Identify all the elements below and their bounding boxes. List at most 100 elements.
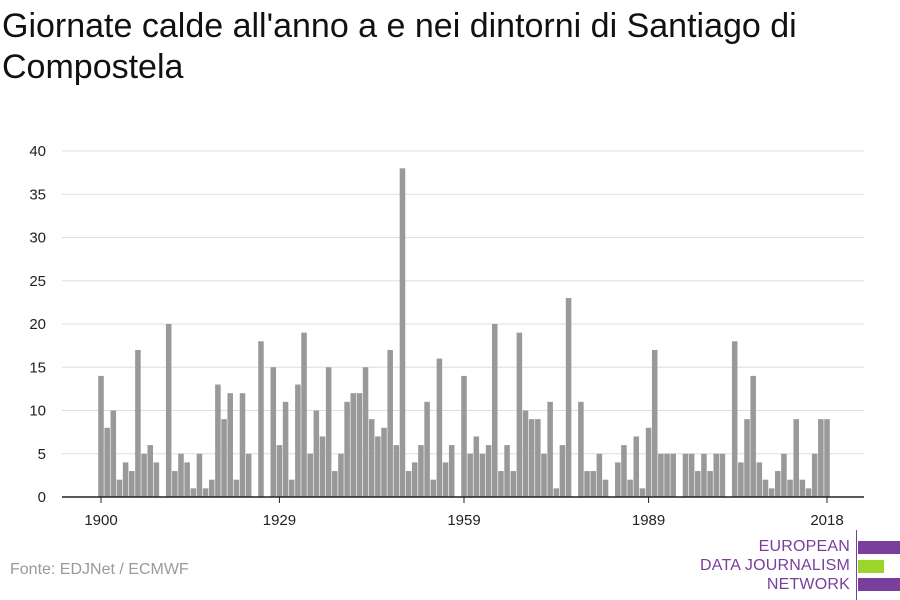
x-tick-label: 1929 <box>263 512 296 529</box>
bar-1962 <box>479 453 486 497</box>
bar-1948 <box>393 445 400 497</box>
bar-1964 <box>491 324 498 497</box>
bar-1939 <box>338 453 344 497</box>
bar-1996 <box>688 453 695 497</box>
bar-1937 <box>325 367 332 497</box>
bar-1940 <box>344 401 350 497</box>
bar-1932 <box>295 384 301 497</box>
y-tick-label: 30 <box>29 230 46 247</box>
bar-1950 <box>405 471 412 497</box>
bar-2012 <box>787 479 793 497</box>
bar-1965 <box>498 471 504 497</box>
bar-2000 <box>713 453 720 497</box>
bar-1969 <box>522 410 529 497</box>
gridlines <box>62 150 864 455</box>
bar-2010 <box>775 471 781 497</box>
logo-bar-purple-top <box>858 541 900 554</box>
bar-1949 <box>399 168 406 498</box>
bar-1905 <box>128 471 135 497</box>
bar-1998 <box>701 453 707 497</box>
bar-1987 <box>633 436 640 497</box>
y-tick-label: 5 <box>38 446 46 463</box>
bar-1986 <box>627 479 633 497</box>
bar-1976 <box>565 298 572 497</box>
bar-1933 <box>301 332 307 497</box>
bar-1941 <box>350 393 357 497</box>
bar-1908 <box>147 445 153 497</box>
bar-1938 <box>332 471 338 497</box>
bar-1914 <box>184 462 190 497</box>
bar-1960 <box>467 453 473 497</box>
bar-1935 <box>313 410 320 497</box>
bar-1943 <box>362 367 369 497</box>
bar-1916 <box>196 453 203 497</box>
bar-1978 <box>578 401 584 497</box>
y-tick-label: 20 <box>29 316 46 333</box>
y-tick-label: 15 <box>29 359 46 376</box>
bar-1913 <box>178 453 184 497</box>
bar-1918 <box>208 479 215 497</box>
bar-2011 <box>781 453 787 497</box>
y-tick-label: 40 <box>29 143 46 160</box>
x-tick-label: 1959 <box>447 512 480 529</box>
bar-1990 <box>651 349 658 497</box>
bar-2005 <box>744 419 750 497</box>
bar-1934 <box>307 453 313 497</box>
bar-1970 <box>528 419 535 497</box>
bar-1903 <box>116 479 123 497</box>
bar-1922 <box>233 479 240 497</box>
y-tick-label: 10 <box>29 403 46 420</box>
source-note: Fonte: EDJNet / ECMWF <box>10 561 189 578</box>
bar-1979 <box>584 471 590 497</box>
bar-1974 <box>553 488 560 497</box>
bar-2009 <box>768 488 775 497</box>
bar-1959 <box>461 375 467 497</box>
bar-2006 <box>750 375 756 497</box>
bar-1993 <box>670 453 676 497</box>
bar-1917 <box>202 488 209 497</box>
bar-1936 <box>319 436 326 497</box>
bar-1926 <box>258 341 264 497</box>
bar-1961 <box>473 436 480 497</box>
bar-2015 <box>805 488 812 497</box>
logo-bar-green <box>858 560 884 573</box>
bar-1966 <box>504 445 510 497</box>
bar-1909 <box>153 462 160 497</box>
bar-2001 <box>719 453 726 497</box>
chart-title: Giornate calde all'anno a e nei dintorni… <box>2 7 797 86</box>
bar-1981 <box>596 453 603 497</box>
bar-1973 <box>547 401 553 497</box>
bar-2016 <box>811 453 818 497</box>
bar-1980 <box>590 471 596 497</box>
bar-1995 <box>682 453 689 497</box>
bar-1984 <box>615 462 621 497</box>
logo-line-3: NETWORK <box>766 576 850 593</box>
bar-1989 <box>645 427 652 497</box>
bar-2004 <box>738 462 744 497</box>
bar-2008 <box>762 479 769 497</box>
bar-2003 <box>731 341 738 497</box>
bar-1982 <box>602 479 609 497</box>
bar-1902 <box>110 410 117 497</box>
bar-2013 <box>793 419 800 497</box>
bar-1944 <box>368 419 375 497</box>
x-tick-label: 1900 <box>84 512 117 529</box>
bar-1904 <box>122 462 129 497</box>
bar-2014 <box>799 479 806 497</box>
x-tick-label: 2018 <box>810 512 843 529</box>
bar-1906 <box>135 349 141 497</box>
bar-1921 <box>227 393 233 497</box>
bar-2018 <box>824 419 830 497</box>
bar-1955 <box>436 358 443 497</box>
bar-1900 <box>98 375 104 497</box>
y-tick-label: 0 <box>38 489 46 506</box>
bar-1957 <box>448 445 455 497</box>
bar-1915 <box>190 488 197 497</box>
bar-1951 <box>412 462 418 497</box>
bar-1963 <box>485 445 492 497</box>
bar-1988 <box>639 488 646 497</box>
bar-1919 <box>215 384 221 497</box>
bar-1931 <box>288 479 295 497</box>
bar-1991 <box>658 453 664 497</box>
edjnet-logo[interactable]: EUROPEAN DATA JOURNALISM NETWORK <box>700 530 900 600</box>
